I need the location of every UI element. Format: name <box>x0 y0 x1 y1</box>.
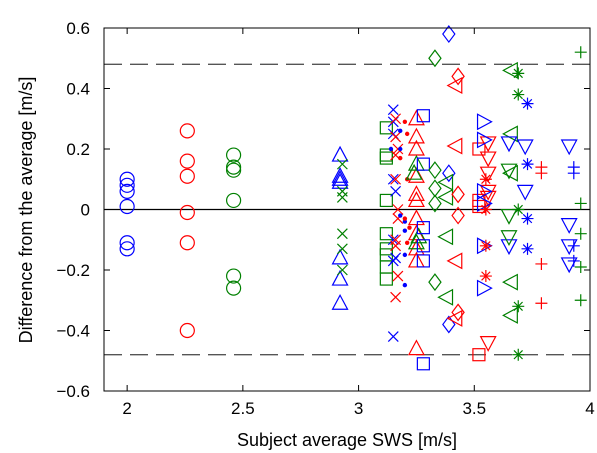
y-axis-label: Difference from the average [m/s] <box>16 77 36 344</box>
dot-marker <box>403 253 407 257</box>
star-marker <box>480 240 492 252</box>
star-marker <box>512 349 524 361</box>
dot-marker <box>403 216 407 220</box>
dot-marker <box>407 225 411 229</box>
x-tick-label: 3.5 <box>462 399 486 418</box>
dot-marker <box>389 147 393 151</box>
x-tick-label: 2.5 <box>231 399 255 418</box>
dot-marker <box>405 132 409 136</box>
dot-marker <box>405 241 409 245</box>
star-marker <box>480 204 492 216</box>
y-tick-label: −0.4 <box>56 322 90 341</box>
dot-marker <box>398 147 402 151</box>
star-marker <box>512 204 524 216</box>
y-tick-label: −0.2 <box>56 261 90 280</box>
dot-marker <box>403 120 407 124</box>
y-tick-label: 0.2 <box>66 140 90 159</box>
y-tick-label: 0.6 <box>66 19 90 38</box>
dot-marker <box>398 129 402 133</box>
dot-marker <box>403 228 407 232</box>
x-tick-label: 2 <box>122 399 131 418</box>
x-tick-label: 3 <box>354 399 363 418</box>
dot-marker <box>398 156 402 160</box>
star-marker <box>522 98 534 110</box>
star-marker <box>480 270 492 282</box>
star-marker <box>512 300 524 312</box>
x-tick-label: 4 <box>585 399 594 418</box>
star-marker <box>512 67 524 79</box>
y-tick-label: −0.6 <box>56 382 90 401</box>
star-marker <box>512 89 524 101</box>
dot-marker <box>403 283 407 287</box>
star-marker <box>480 173 492 185</box>
y-tick-label: 0.4 <box>66 80 90 99</box>
star-marker <box>522 213 534 225</box>
y-tick-label: 0 <box>81 201 90 220</box>
x-axis-label: Subject average SWS [m/s] <box>237 430 457 450</box>
star-marker <box>522 158 534 170</box>
dot-marker <box>398 213 402 217</box>
star-marker <box>522 243 534 255</box>
